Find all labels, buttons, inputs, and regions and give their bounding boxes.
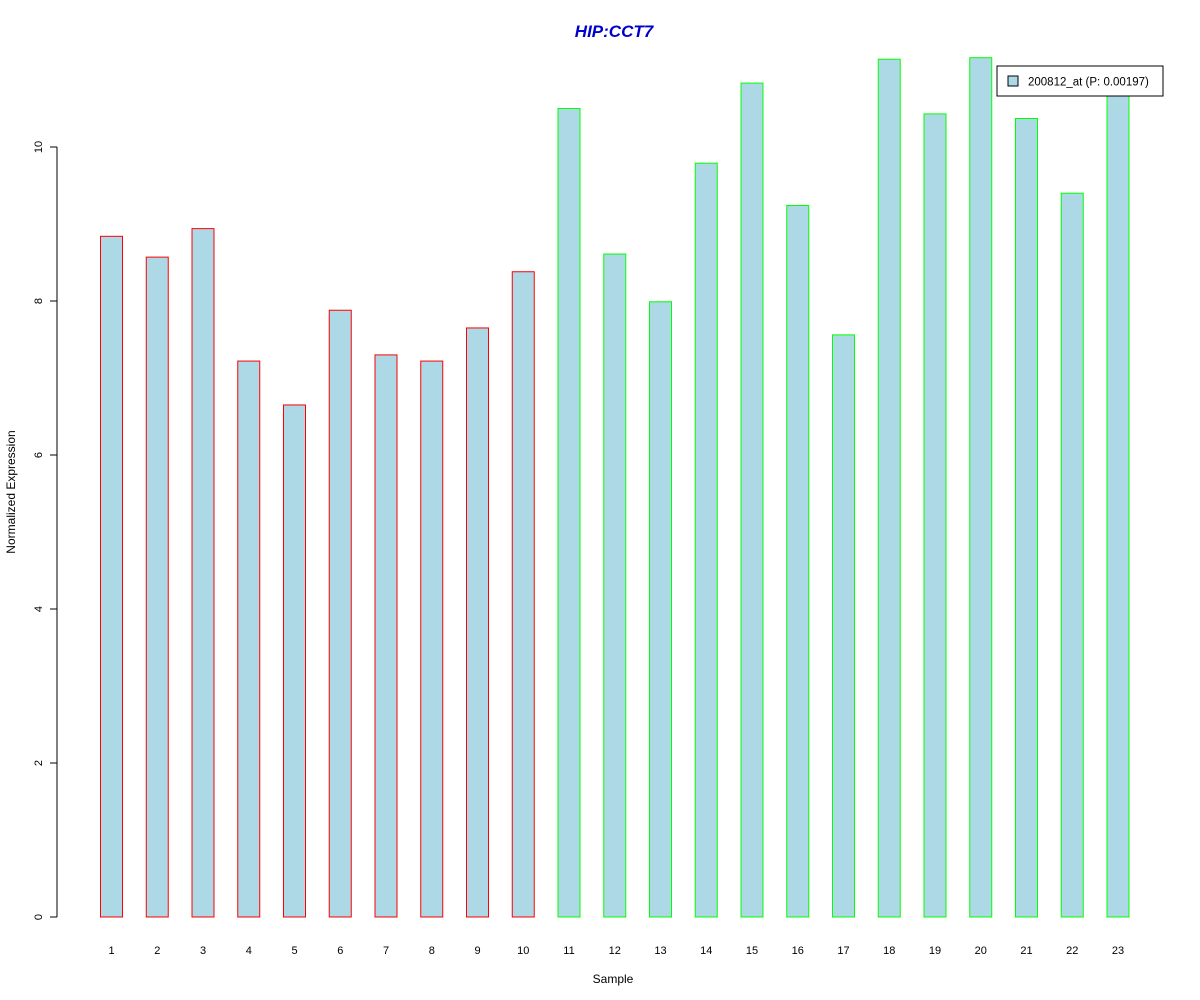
bar-sample-20 [969, 57, 993, 918]
legend-box [996, 65, 1164, 97]
bar-sample-19 [923, 113, 947, 918]
y-tick-label: 10 [33, 141, 45, 153]
x-tick-label: 23 [1112, 945, 1124, 957]
x-tick-label: 10 [517, 945, 529, 957]
x-tick-labels: 1 2 3 4 5 6 7 8 9 10 11 12 13 14 15 16 17 18 19 20 21 22 23 [108, 945, 1124, 957]
bar-sample-7 [374, 354, 398, 918]
x-tick-label: 14 [700, 945, 712, 957]
x-tick-label: 1 [108, 945, 114, 957]
x-tick-label: 6 [337, 945, 343, 957]
legend: 200812_at (P: 0.00197) [996, 65, 1164, 97]
y-axis-label: Normalized Expression [4, 430, 18, 553]
x-tick-label: 19 [929, 945, 941, 957]
bar-sample-18 [877, 58, 901, 918]
y-axis: 0 2 4 6 8 10 [33, 141, 58, 920]
x-tick-label: 3 [200, 945, 206, 957]
bar-sample-3 [191, 228, 215, 918]
x-tick-label: 13 [654, 945, 666, 957]
bar-sample-2 [145, 256, 169, 918]
x-tick-label: 22 [1066, 945, 1078, 957]
bar-sample-4 [237, 360, 261, 918]
x-tick-label: 20 [975, 945, 987, 957]
bar-sample-22 [1060, 192, 1084, 918]
x-tick-label: 2 [154, 945, 160, 957]
y-tick-label: 2 [33, 760, 45, 766]
y-tick-label: 8 [33, 298, 45, 304]
bar-sample-1 [100, 235, 123, 918]
y-tick-label: 6 [33, 452, 45, 458]
x-tick-label: 16 [792, 945, 804, 957]
x-tick-label: 15 [746, 945, 758, 957]
bar-sample-8 [420, 360, 444, 918]
bar-sample-23 [1106, 85, 1130, 918]
y-tick-label: 0 [33, 914, 45, 920]
x-tick-label: 21 [1020, 945, 1032, 957]
legend-entry: 200812_at (P: 0.00197) [1028, 77, 1149, 89]
bar-sample-21 [1015, 118, 1038, 918]
y-tick-label: 4 [33, 606, 45, 612]
bar-sample-16 [786, 205, 810, 918]
bar-sample-14 [694, 162, 718, 918]
x-tick-label: 18 [883, 945, 895, 957]
x-tick-label: 17 [837, 945, 849, 957]
x-tick-label: 9 [474, 945, 480, 957]
bar-sample-6 [328, 309, 352, 918]
x-tick-label: 5 [291, 945, 297, 957]
chart-title: HIP:CCT7 [575, 22, 655, 41]
x-axis-label: Sample [593, 972, 634, 986]
x-tick-label: 11 [563, 945, 574, 957]
bar-sample-9 [466, 327, 489, 918]
x-tick-label: 12 [609, 945, 621, 957]
bar-sample-13 [649, 301, 672, 918]
bar-sample-15 [740, 82, 764, 918]
bar-sample-11 [557, 108, 581, 918]
x-tick-label: 7 [383, 945, 389, 957]
x-tick-label: 8 [429, 945, 435, 957]
x-tick-label: 4 [246, 945, 252, 957]
bar-sample-5 [283, 404, 306, 918]
legend-swatch [1007, 75, 1019, 87]
bar-sample-10 [511, 271, 535, 918]
bars [100, 57, 1130, 918]
bar-sample-12 [603, 253, 627, 918]
bar-sample-17 [832, 334, 855, 918]
